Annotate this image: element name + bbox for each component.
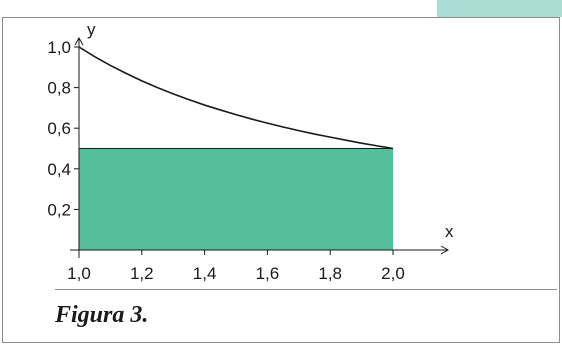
y-tick-label: 0,2 <box>47 200 71 219</box>
x-tick-label: 2,0 <box>381 264 405 283</box>
y-tick-label: 0,4 <box>47 160 71 179</box>
integral-rectangle <box>79 148 393 250</box>
corner-tab <box>437 0 562 17</box>
curve-series <box>78 46 394 150</box>
x-axis-label: x <box>445 222 454 241</box>
plot-area: 1,0 1,2 1,4 1,6 1,8 2,0 0,2 0,4 0,6 0,8 1,0 x y <box>47 20 454 283</box>
x-tick-label: 1,8 <box>318 264 342 283</box>
y-axis-arrow <box>74 36 84 46</box>
x-tick-label: 1,4 <box>193 264 217 283</box>
y-tick-label: 1,0 <box>47 38 71 57</box>
y-ticks: 0,2 0,4 0,6 0,8 1,0 <box>47 38 79 219</box>
x-tick-label: 1,0 <box>67 264 91 283</box>
y-tick-label: 0,8 <box>47 79 71 98</box>
x-tick-label: 1,6 <box>256 264 280 283</box>
y-axis-label: y <box>87 20 96 39</box>
x-ticks: 1,0 1,2 1,4 1,6 1,8 2,0 <box>67 250 405 283</box>
x-tick-label: 1,2 <box>130 264 154 283</box>
figure-caption: Figura 3. <box>54 302 148 328</box>
x-axis-arrow <box>440 245 450 255</box>
figure-border <box>2 17 560 343</box>
y-tick-label: 0,6 <box>47 119 71 138</box>
